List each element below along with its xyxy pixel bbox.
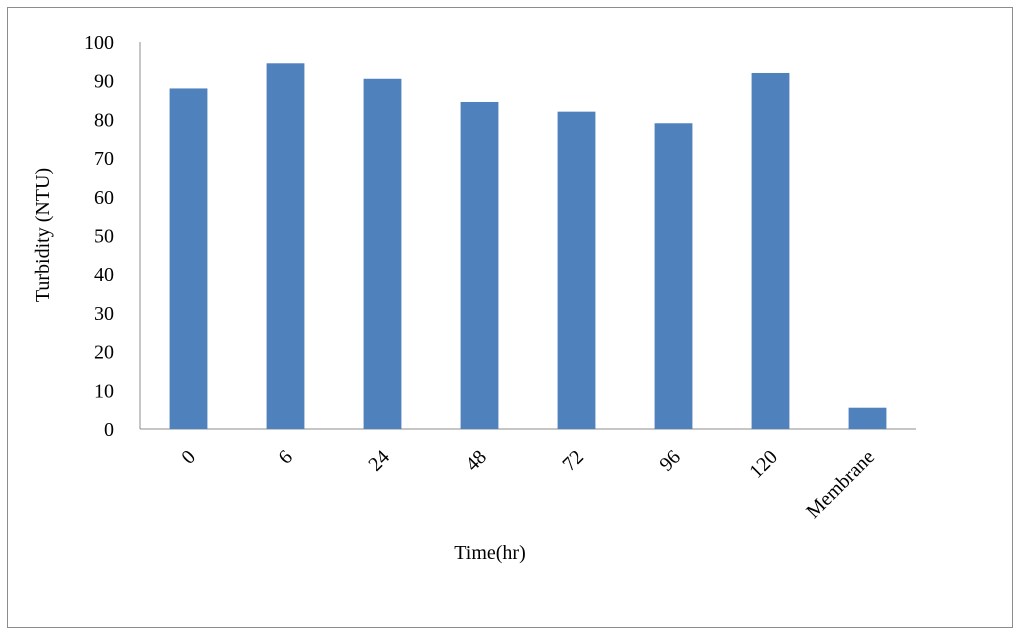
y-axis: 0 10 20 30 40 50 60 70 80 90 100 [84, 32, 141, 441]
x-tick-label: 96 [655, 446, 685, 476]
bar [460, 101, 499, 430]
x-axis: 0 6 24 48 72 96 120 Membrane [140, 428, 916, 523]
x-tick-label: 120 [745, 446, 782, 483]
bar [169, 88, 208, 429]
y-tick-labels: 0 10 20 30 40 50 60 70 80 90 100 [84, 32, 114, 441]
y-tick-label: 10 [94, 380, 114, 402]
y-tick-label: 50 [94, 226, 114, 248]
x-tick-label: 24 [364, 446, 394, 476]
y-tick-label: 40 [94, 264, 114, 286]
y-tick-label: 80 [94, 109, 114, 131]
x-tick-label: Membrane [802, 446, 879, 523]
bar [751, 72, 790, 430]
x-tick-label: 72 [558, 446, 588, 476]
y-tick-label: 0 [104, 419, 114, 441]
bar-series [169, 63, 887, 430]
bar [266, 63, 305, 429]
bar [557, 111, 596, 429]
x-tick-label: 48 [461, 446, 491, 476]
y-tick-label: 20 [94, 342, 114, 364]
bar [654, 123, 693, 430]
bar [848, 407, 887, 429]
x-tick-label: 6 [274, 446, 297, 469]
y-tick-label: 30 [94, 303, 114, 325]
bar [363, 78, 402, 429]
x-tick-labels: 0 6 24 48 72 96 120 Membrane [177, 446, 879, 523]
y-tick-label: 60 [94, 187, 114, 209]
x-tick-label: 0 [177, 446, 200, 469]
x-axis-title: Time(hr) [454, 542, 525, 564]
y-tick-label: 70 [94, 148, 114, 170]
y-axis-title: Turbidity (NTU) [32, 168, 54, 302]
y-tick-label: 90 [94, 71, 114, 93]
y-tick-label: 100 [84, 32, 114, 54]
